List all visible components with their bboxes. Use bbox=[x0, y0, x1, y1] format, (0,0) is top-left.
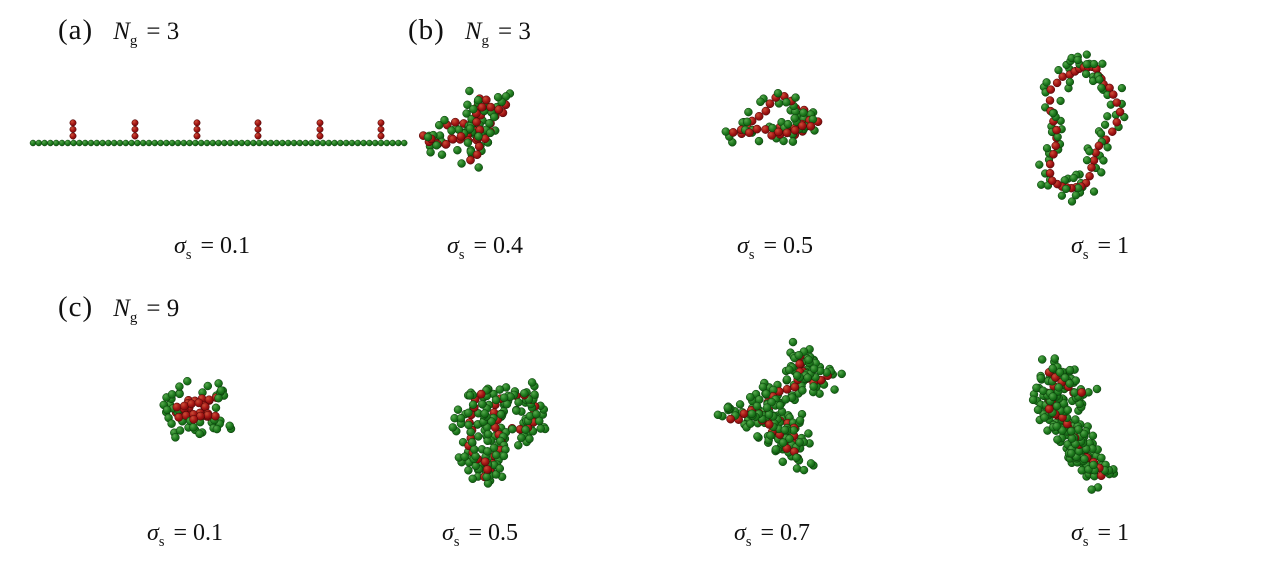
sigma-subscript: s bbox=[748, 246, 755, 263]
sigma-caption-b2: σs = 0.5 bbox=[737, 233, 813, 264]
ng-formula: Ng = 9 bbox=[113, 295, 179, 327]
sigma-caption-c1: σs = 0.1 bbox=[147, 520, 223, 551]
sigma-value: = 0.5 bbox=[468, 520, 518, 546]
sigma-symbol: σ bbox=[1071, 233, 1083, 259]
sigma-symbol: σ bbox=[447, 233, 459, 259]
n-value: = 3 bbox=[498, 18, 531, 45]
sigma-caption-c4: σs = 1 bbox=[1071, 520, 1129, 551]
sigma-caption-a1: σs = 0.1 bbox=[174, 233, 250, 264]
sigma-value: = 1 bbox=[1097, 520, 1129, 546]
n-subscript: g bbox=[129, 310, 138, 326]
sigma-symbol: σ bbox=[174, 233, 186, 259]
structure-c-sigma-1 bbox=[1028, 354, 1119, 494]
sigma-symbol: σ bbox=[734, 520, 746, 546]
panel-letter: (c) bbox=[58, 291, 94, 323]
panel-label-b: (b) Ng = 3 bbox=[408, 14, 531, 50]
panel-label-a: (a) Ng = 3 bbox=[58, 14, 179, 50]
sigma-value: = 0.1 bbox=[173, 520, 223, 546]
structure-c-sigma-0.5 bbox=[448, 378, 550, 488]
n-symbol: N bbox=[464, 18, 482, 45]
structure-a-sigma-0.1 bbox=[29, 119, 408, 147]
structure-b-sigma-1 bbox=[1035, 50, 1129, 206]
sigma-subscript: s bbox=[453, 533, 460, 550]
sigma-caption-c2: σs = 0.5 bbox=[442, 520, 518, 551]
panel-label-c: (c) Ng = 9 bbox=[58, 291, 179, 327]
panel-letter: (a) bbox=[58, 14, 94, 46]
n-subscript: g bbox=[129, 33, 138, 49]
sigma-value: = 0.1 bbox=[200, 233, 250, 259]
sigma-symbol: σ bbox=[1071, 520, 1083, 546]
sigma-caption-c3: σs = 0.7 bbox=[734, 520, 810, 551]
panel-letter: (b) bbox=[408, 14, 445, 46]
structure-c-sigma-0.1 bbox=[159, 376, 236, 442]
ng-formula: Ng = 3 bbox=[465, 18, 531, 50]
n-value: = 9 bbox=[146, 295, 180, 322]
structure-b-sigma-0.4 bbox=[418, 86, 515, 172]
sigma-caption-b1: σs = 0.4 bbox=[447, 233, 523, 264]
sigma-value: = 0.5 bbox=[763, 233, 813, 259]
sigma-symbol: σ bbox=[442, 520, 454, 546]
sigma-subscript: s bbox=[185, 246, 192, 263]
structure-b-sigma-0.5 bbox=[721, 88, 823, 147]
sigma-subscript: s bbox=[458, 246, 465, 263]
structure-c-sigma-0.7 bbox=[713, 337, 846, 475]
sigma-subscript: s bbox=[1082, 533, 1089, 550]
sigma-value: = 0.7 bbox=[760, 520, 810, 546]
sigma-subscript: s bbox=[158, 533, 165, 550]
sigma-symbol: σ bbox=[147, 520, 159, 546]
sigma-caption-b3: σs = 1 bbox=[1071, 233, 1129, 264]
sigma-subscript: s bbox=[1082, 246, 1089, 263]
n-symbol: N bbox=[113, 18, 130, 45]
sigma-value: = 1 bbox=[1097, 233, 1129, 259]
sigma-symbol: σ bbox=[737, 233, 749, 259]
sigma-subscript: s bbox=[745, 533, 752, 550]
sigma-value: = 0.4 bbox=[473, 233, 523, 259]
ng-formula: Ng = 3 bbox=[113, 18, 179, 50]
n-subscript: g bbox=[481, 33, 490, 49]
n-symbol: N bbox=[113, 295, 130, 322]
n-value: = 3 bbox=[146, 18, 180, 45]
